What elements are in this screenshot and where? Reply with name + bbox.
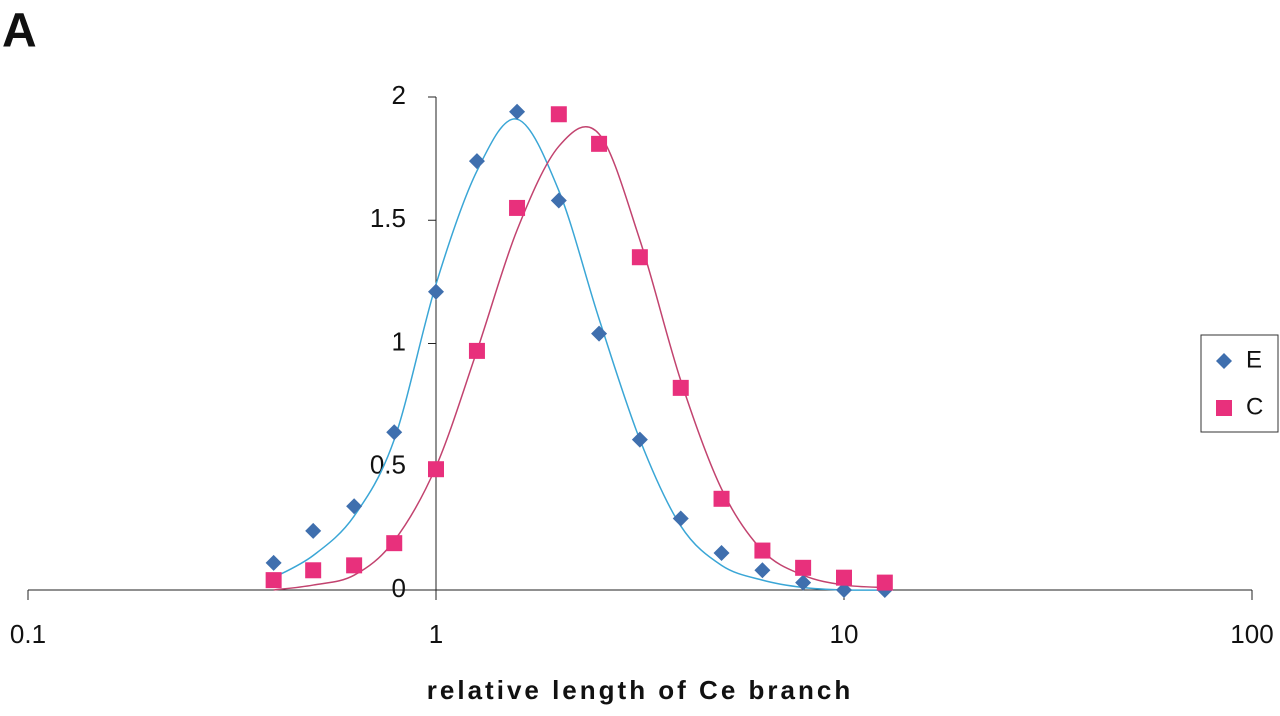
x-tick-label: 10	[830, 619, 859, 649]
data-point	[631, 249, 648, 266]
panel-label: A	[2, 5, 37, 58]
data-point	[795, 574, 812, 591]
data-point	[713, 545, 730, 562]
data-point	[468, 342, 485, 359]
data-point	[876, 574, 893, 591]
data-point	[754, 542, 771, 559]
data-point	[591, 325, 608, 342]
data-point	[468, 153, 485, 170]
legend-marker	[1216, 400, 1232, 416]
data-point	[305, 562, 322, 579]
data-point	[428, 283, 444, 300]
data-point	[713, 490, 730, 507]
data-point	[386, 424, 403, 441]
data-point	[672, 510, 689, 527]
x-axis-label: relative length of Ce branch	[427, 675, 853, 705]
data-point	[346, 557, 363, 574]
data-point	[754, 562, 771, 579]
data-point	[795, 559, 812, 576]
data-point	[836, 582, 852, 598]
data-point	[550, 106, 567, 123]
legend-marker	[1216, 353, 1232, 369]
y-tick-label: 0	[392, 573, 406, 603]
data-point	[591, 135, 608, 152]
data-point	[836, 569, 852, 586]
data-point	[631, 431, 648, 448]
data-point	[672, 379, 689, 396]
x-tick-label: 100	[1230, 619, 1273, 649]
fit-curve	[273, 118, 885, 591]
legend-box	[1200, 334, 1279, 433]
data-point	[265, 554, 282, 571]
y-tick-label: 2	[392, 80, 406, 110]
y-tick-label: 0.5	[370, 450, 406, 480]
y-tick-label: 1.5	[370, 203, 406, 233]
legend-label: C	[1246, 393, 1263, 420]
fit-curve	[273, 126, 885, 591]
data-point	[509, 199, 526, 216]
x-tick-label: 0.1	[10, 619, 46, 649]
data-point	[346, 498, 363, 515]
x-tick-label: 1	[429, 619, 443, 649]
y-tick-label: 1	[392, 326, 406, 356]
data-point	[509, 103, 526, 120]
data-point	[550, 192, 567, 209]
legend-label: E	[1246, 346, 1262, 373]
data-point	[265, 572, 282, 589]
data-point	[428, 461, 444, 478]
data-point	[305, 522, 322, 539]
data-point	[386, 535, 403, 552]
